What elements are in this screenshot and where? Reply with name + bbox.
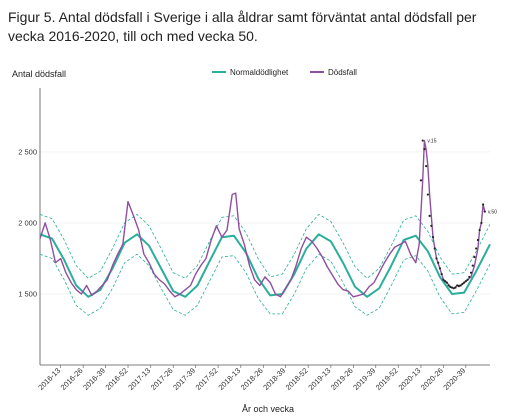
death-data-point xyxy=(478,228,481,232)
death-data-point xyxy=(457,285,461,288)
x-tick-label: 2020-13 xyxy=(397,366,423,392)
death-data-point xyxy=(480,221,483,225)
data-points xyxy=(419,139,486,290)
death-data-point xyxy=(454,286,457,289)
death-data-point xyxy=(469,271,473,274)
axes xyxy=(39,88,490,368)
annotations: v.15 v.50 xyxy=(427,139,497,216)
x-tick-label: 2017-13 xyxy=(126,366,152,392)
x-tick-label: 2018-52 xyxy=(284,366,310,392)
death-data-point xyxy=(450,286,454,289)
figure-caption: Figur 5. Antal dödsfall i Sverige i alla… xyxy=(8,9,477,44)
death-data-point xyxy=(428,214,431,217)
chart-legend: Normaldödlighet Dödsfall xyxy=(212,68,357,77)
x-tick-label: 2019-52 xyxy=(374,366,400,392)
x-tick-label: 2019-26 xyxy=(329,366,355,392)
x-tick-label: 2018-39 xyxy=(261,366,287,392)
x-tick-label: 2018-13 xyxy=(216,366,242,392)
death-data-point xyxy=(452,287,455,290)
y-tick-label: 1 500 xyxy=(18,289,37,298)
death-data-point xyxy=(463,281,466,284)
death-data-point xyxy=(423,147,426,151)
x-tick-label: 2016-39 xyxy=(81,366,107,392)
x-tick-label: 2017-39 xyxy=(171,366,197,392)
legend-label-1: Normaldödlighet xyxy=(230,68,289,77)
x-tick-label: 2016-13 xyxy=(36,366,62,392)
death-data-point xyxy=(433,247,436,250)
legend-label-2: Dödsfall xyxy=(328,68,357,77)
death-data-point xyxy=(456,284,459,287)
y-tick-label: 2 500 xyxy=(18,147,37,156)
death-data-point xyxy=(431,236,435,239)
death-data-point xyxy=(442,278,445,281)
death-data-point xyxy=(476,238,480,242)
death-data-point xyxy=(468,275,471,279)
x-tick-label: 2020-39 xyxy=(441,366,467,392)
death-data-point xyxy=(425,165,428,168)
point-annotation: v.50 xyxy=(488,210,497,216)
x-axis-title: År och vecka xyxy=(242,404,294,414)
death-data-point xyxy=(437,261,440,264)
death-data-point xyxy=(419,179,423,182)
point-annotation: v.15 xyxy=(427,139,436,145)
death-data-point xyxy=(421,139,424,142)
death-data-point xyxy=(473,255,476,259)
y-tick-label: 2 000 xyxy=(18,218,37,227)
normal-mortality-line xyxy=(39,233,491,298)
x-tick-label: 2016-52 xyxy=(104,366,130,392)
death-data-point xyxy=(459,284,462,287)
death-data-point xyxy=(481,203,485,206)
death-data-point xyxy=(461,282,464,286)
x-tick-label: 2017-26 xyxy=(149,366,175,392)
x-tick-label: 2018-26 xyxy=(239,366,265,392)
death-data-point xyxy=(430,224,433,227)
x-tick-labels: 2016-132016-262016-392016-522017-132017-… xyxy=(36,366,467,392)
x-tick-label: 2019-13 xyxy=(306,366,332,392)
death-data-point xyxy=(440,272,443,276)
death-data-point xyxy=(445,281,448,284)
death-data-point xyxy=(444,280,447,283)
death-data-point xyxy=(483,210,486,213)
normal-bound-line xyxy=(39,213,491,279)
death-data-point xyxy=(438,267,442,270)
x-tick-label: 2020-26 xyxy=(419,366,445,392)
x-tick-label: 2019-39 xyxy=(351,366,377,392)
grid-lines xyxy=(40,151,490,295)
death-data-point xyxy=(449,285,452,288)
deaths-line xyxy=(39,139,486,298)
death-data-point xyxy=(466,278,469,281)
death-data-point xyxy=(475,247,478,250)
x-tick-label: 2017-52 xyxy=(194,366,220,392)
death-data-point xyxy=(447,284,450,287)
death-data-point xyxy=(471,264,474,267)
y-tick-labels: 1 500 2 000 2 500 xyxy=(18,147,37,298)
y-axis-title: Antal dödsfall xyxy=(12,69,66,79)
death-data-point xyxy=(435,257,438,260)
data-series xyxy=(39,139,491,316)
death-data-point xyxy=(426,193,429,196)
normal-bound-line xyxy=(39,253,491,316)
death-data-point xyxy=(464,280,467,283)
x-tick-label: 2016-26 xyxy=(59,366,85,392)
